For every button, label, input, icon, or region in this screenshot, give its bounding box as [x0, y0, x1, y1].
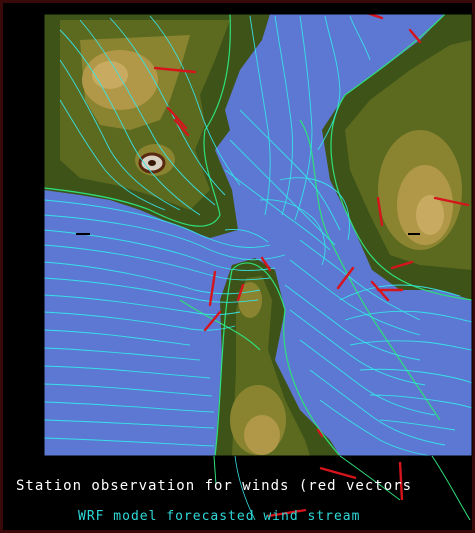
station-vector — [153, 66, 197, 74]
station-vector — [236, 283, 245, 302]
terrain-east — [322, 14, 472, 300]
station-vector — [408, 28, 422, 44]
station-vector — [316, 428, 324, 438]
station-vector — [336, 266, 355, 290]
station-vector — [166, 106, 188, 130]
coastlines — [44, 14, 472, 456]
station-vector — [376, 196, 384, 227]
terrain-south — [215, 258, 340, 456]
observation-caption: Station observation for winds (red vecto… — [16, 478, 413, 494]
legend-overlay — [213, 455, 471, 521]
station-wind-vectors — [153, 14, 470, 438]
station-vector — [173, 118, 190, 137]
station-vector — [267, 508, 307, 518]
station-vector — [260, 256, 272, 272]
station-vector — [433, 196, 470, 207]
station-vector — [366, 14, 384, 20]
map-border — [43, 13, 473, 457]
station-vector — [319, 466, 357, 480]
station-vector — [398, 461, 404, 501]
wind-streamlines — [44, 15, 472, 456]
station-vector — [203, 310, 222, 332]
model-caption: WRF model forecasted wind stream — [78, 509, 361, 524]
station-vector — [208, 270, 217, 307]
station-vector — [390, 260, 414, 270]
